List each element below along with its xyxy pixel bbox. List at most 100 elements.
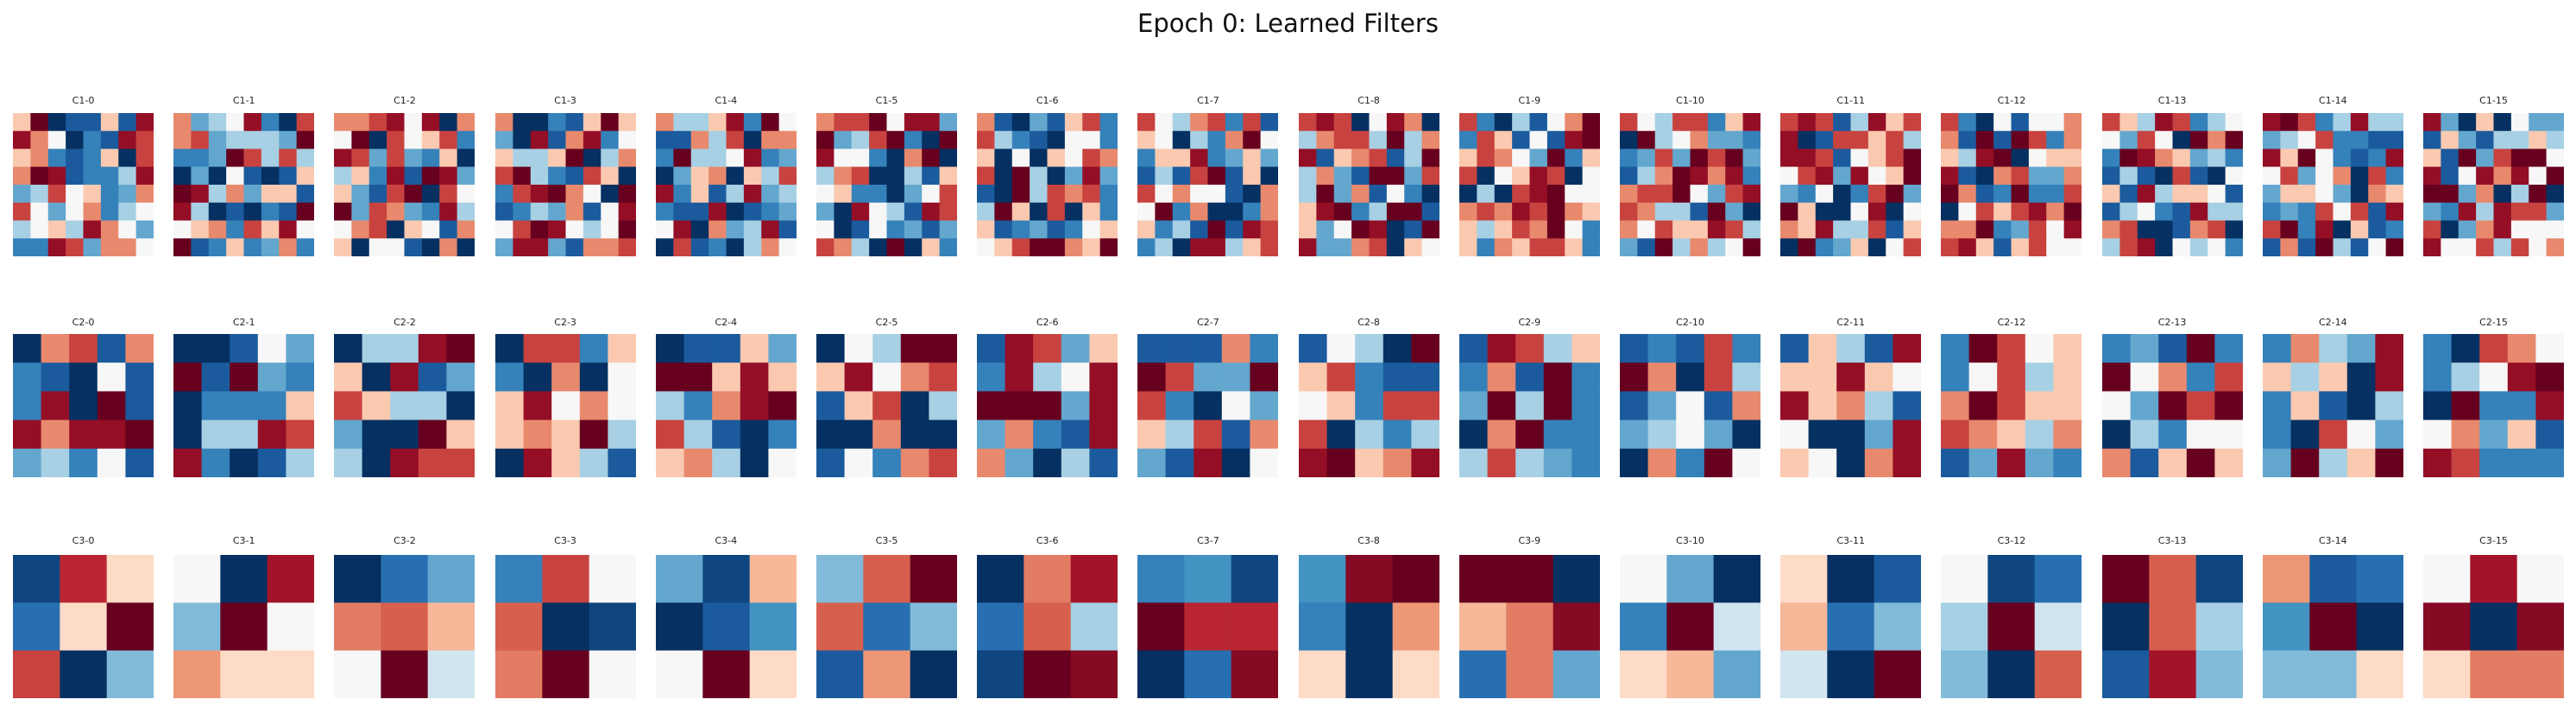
filter-heatmap bbox=[1780, 555, 1922, 698]
heatmap-cell bbox=[816, 130, 835, 150]
heatmap-cell bbox=[1654, 185, 1673, 204]
heatmap-cell bbox=[97, 334, 126, 363]
heatmap-cell bbox=[1033, 334, 1062, 363]
heatmap-cell bbox=[1333, 185, 1352, 204]
heatmap-cell bbox=[1511, 238, 1530, 256]
heatmap-cell bbox=[708, 202, 727, 222]
filter-heatmap bbox=[1298, 113, 1439, 256]
heatmap-cell bbox=[618, 220, 636, 239]
filter-panel: C3-15 bbox=[2423, 0, 2564, 712]
heatmap-cell bbox=[1993, 167, 2012, 186]
heatmap-cell bbox=[2011, 113, 2030, 132]
heatmap-cell bbox=[125, 334, 154, 363]
heatmap-cell bbox=[1707, 130, 1726, 150]
heatmap-cell bbox=[600, 167, 619, 186]
heatmap-cell bbox=[1298, 555, 1346, 603]
heatmap-cell bbox=[939, 167, 957, 186]
heatmap-cell bbox=[530, 238, 549, 256]
heatmap-cell bbox=[1137, 362, 1167, 392]
heatmap-cell bbox=[1298, 419, 1327, 450]
heatmap-cell bbox=[2011, 167, 2030, 186]
heatmap-cell bbox=[1070, 602, 1118, 652]
heatmap-cell bbox=[1780, 602, 1829, 652]
heatmap-cell bbox=[2458, 238, 2477, 256]
heatmap-cell bbox=[2137, 238, 2156, 256]
heatmap-cell bbox=[1222, 391, 1251, 421]
heatmap-cell bbox=[1099, 185, 1118, 204]
filter-heatmap bbox=[1458, 113, 1600, 256]
heatmap-cell bbox=[41, 448, 70, 477]
filter-heatmap bbox=[1137, 113, 1279, 256]
heatmap-cell bbox=[977, 185, 996, 204]
heatmap-cell bbox=[1993, 202, 2012, 222]
heatmap-cell bbox=[2101, 602, 2150, 652]
heatmap-cell bbox=[2189, 238, 2208, 256]
heatmap-cell bbox=[618, 130, 636, 150]
heatmap-cell bbox=[1958, 185, 1977, 204]
heatmap-cell bbox=[191, 202, 210, 222]
heatmap-cell bbox=[439, 113, 458, 132]
heatmap-cell bbox=[2137, 113, 2156, 132]
heatmap-cell bbox=[1647, 334, 1677, 363]
heatmap-cell bbox=[904, 130, 923, 150]
heatmap-cell bbox=[2297, 185, 2316, 204]
heatmap-cell bbox=[1494, 113, 1513, 132]
heatmap-cell bbox=[1137, 167, 1156, 186]
heatmap-cell bbox=[886, 148, 905, 167]
heatmap-cell bbox=[1836, 391, 1866, 421]
heatmap-cell bbox=[30, 220, 49, 239]
heatmap-cell bbox=[1833, 185, 1852, 204]
heatmap-cell bbox=[243, 130, 262, 150]
heatmap-cell bbox=[2535, 448, 2564, 477]
heatmap-cell bbox=[1704, 362, 1733, 392]
filter-label: C2-5 bbox=[875, 317, 898, 328]
heatmap-cell bbox=[2064, 238, 2082, 256]
heatmap-cell bbox=[1582, 202, 1600, 222]
heatmap-cell bbox=[1089, 419, 1118, 450]
heatmap-cell bbox=[257, 448, 287, 477]
heatmap-cell bbox=[1850, 113, 1869, 132]
heatmap-cell bbox=[929, 448, 957, 477]
heatmap-cell bbox=[1458, 419, 1488, 450]
heatmap-cell bbox=[1850, 238, 1869, 256]
heatmap-cell bbox=[1155, 167, 1174, 186]
heatmap-cell bbox=[66, 130, 85, 150]
heatmap-cell bbox=[904, 238, 923, 256]
heatmap-cell bbox=[1403, 113, 1422, 132]
filter-label: C2-11 bbox=[1836, 317, 1866, 328]
heatmap-cell bbox=[1515, 334, 1545, 363]
heatmap-cell bbox=[1798, 202, 1817, 222]
heatmap-cell bbox=[30, 130, 49, 150]
heatmap-cell bbox=[173, 167, 192, 186]
heatmap-cell bbox=[261, 130, 280, 150]
filter-panel: C3-3 bbox=[494, 0, 636, 712]
heatmap-cell bbox=[226, 113, 245, 132]
heatmap-cell bbox=[1194, 448, 1223, 477]
heatmap-cell bbox=[1250, 448, 1279, 477]
heatmap-cell bbox=[2157, 448, 2187, 477]
heatmap-cell bbox=[583, 202, 601, 222]
heatmap-cell bbox=[1392, 650, 1439, 698]
heatmap-cell bbox=[869, 202, 888, 222]
heatmap-cell bbox=[2529, 113, 2548, 132]
heatmap-cell bbox=[1987, 602, 2036, 652]
heatmap-cell bbox=[208, 202, 227, 222]
heatmap-cell bbox=[279, 185, 298, 204]
heatmap-cell bbox=[749, 602, 797, 652]
heatmap-cell bbox=[1231, 555, 1279, 603]
heatmap-cell bbox=[743, 202, 762, 222]
heatmap-cell bbox=[1707, 167, 1726, 186]
heatmap-cell bbox=[1506, 555, 1554, 603]
heatmap-cell bbox=[1165, 419, 1195, 450]
heatmap-cell bbox=[1458, 555, 1507, 603]
heatmap-cell bbox=[761, 167, 780, 186]
heatmap-cell bbox=[1815, 130, 1834, 150]
filter-heatmap bbox=[2262, 555, 2403, 698]
heatmap-cell bbox=[711, 362, 741, 392]
heatmap-cell bbox=[1997, 419, 2026, 450]
heatmap-cell bbox=[2119, 185, 2138, 204]
heatmap-cell bbox=[2172, 167, 2191, 186]
filter-heatmap bbox=[13, 555, 154, 698]
heatmap-cell bbox=[1061, 362, 1091, 392]
heatmap-cell bbox=[547, 220, 566, 239]
